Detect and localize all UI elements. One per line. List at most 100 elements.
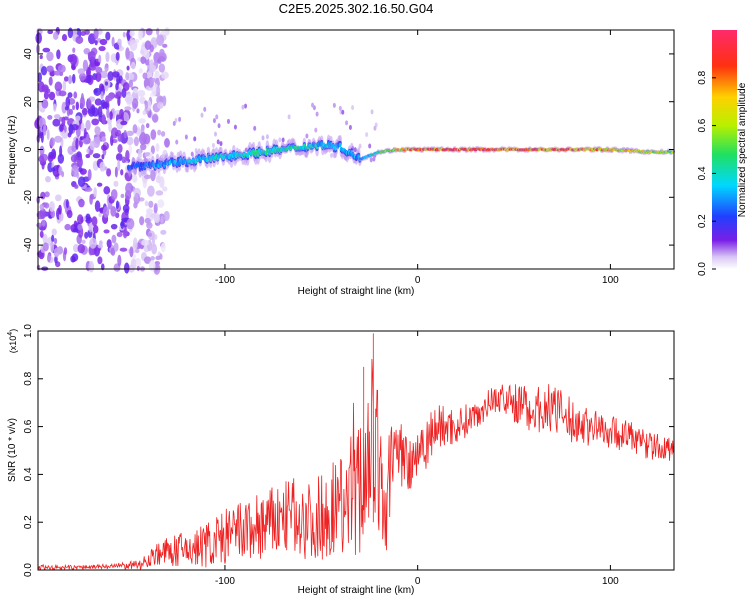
noise-blob [111,36,115,47]
noise-blob [155,255,161,261]
noise-blob [120,220,125,230]
snr-y-label: SNR (10 * v/v) [7,418,18,482]
noise-blob [103,186,111,195]
noise-blob [57,64,66,73]
noise-blob [115,212,120,219]
noise-blob [75,137,79,150]
noise-blob [145,28,153,36]
noise-blob [139,216,145,226]
noise-blob [61,171,65,178]
noise-blob [65,96,71,109]
noise-blob [97,256,103,265]
noise-blob [51,228,57,236]
noise-blob [44,191,50,198]
noise-blob [157,199,165,208]
x-tick-label: -100 [215,576,235,587]
snr-x-label: Height of straight line (km) [298,585,415,596]
noise-blob [63,76,69,82]
noise-blob [123,262,130,274]
noise-blob [38,132,43,139]
noise-blob [119,247,128,252]
noise-blob [72,257,76,263]
noise-blob [115,51,120,61]
noise-blob [89,140,96,151]
noise-blob [47,253,51,263]
noise-blob [78,198,85,208]
noise-blob [77,176,86,188]
noise-blob [147,232,153,237]
noise-blob [35,32,42,44]
snr-panel: -100 0 100 0.0 0.2 0.4 0.6 0.8 1.0 Height of st… [7,324,675,596]
noise-blob [144,40,152,50]
noise-blob [162,43,168,48]
noise-blob [149,62,155,74]
noise-blob [48,76,53,86]
noise-blob [100,91,104,100]
noise-blob [57,153,65,164]
noise-blob [46,51,54,62]
noise-blob [160,215,164,225]
noise-blob [146,221,153,229]
noise-blob [54,255,58,264]
noise-blob [148,200,154,208]
noise-blob [217,123,221,129]
noise-blob [93,87,102,96]
noise-blob [54,194,62,202]
noise-blob [141,239,150,246]
noise-blob [58,90,67,97]
noise-blob [110,223,118,230]
noise-blob [281,137,285,143]
noise-blob [332,102,336,108]
noise-blob [93,28,99,40]
noise-blob [97,106,103,118]
noise-blob [94,61,100,66]
noise-blob [142,110,147,116]
y-tick-label: 40 [23,48,34,60]
noise-blob [151,77,156,83]
noise-blob [358,143,362,149]
noise-blob [37,72,42,83]
noise-blob [117,159,121,172]
noise-blob [61,101,67,114]
noise-blob [77,156,83,168]
noise-blob [86,148,90,154]
noise-blob [75,101,80,111]
noise-blob [80,30,87,36]
noise-blob [233,124,237,130]
noise-blob [157,129,162,136]
noise-blob [101,144,107,151]
snr-frame [37,330,675,571]
noise-blob [126,218,135,230]
noise-blob [115,153,123,162]
noise-blob [116,73,121,86]
noise-blob [126,65,130,71]
noise-blob [133,136,140,147]
noise-blob [244,147,248,153]
noise-blob [128,144,132,156]
noise-blob [51,167,56,172]
noise-blob [62,80,67,92]
noise-blob [91,118,100,126]
noise-blob [125,93,134,105]
noise-blob [137,89,146,97]
noise-blob [107,71,114,82]
ridge-core [205,158,209,163]
colorbar-tick-label: 0.2 [697,214,708,228]
noise-blob [115,200,119,209]
noise-blob [78,72,87,81]
noise-blob [99,207,104,213]
noise-blob [86,67,91,78]
noise-blob [114,93,120,99]
y-tick-label: 0 [23,146,34,152]
noise-blob [67,92,73,99]
noise-blob [36,264,41,271]
snr-background [38,331,674,570]
colorbar-label: Normalized spectral amplitude [737,82,748,217]
noise-blob [244,103,248,109]
noise-blob [144,50,150,60]
noise-blob [95,66,103,74]
noise-blob [136,265,140,272]
noise-blob [89,194,93,205]
noise-blob [61,116,66,127]
noise-blob [162,95,167,107]
